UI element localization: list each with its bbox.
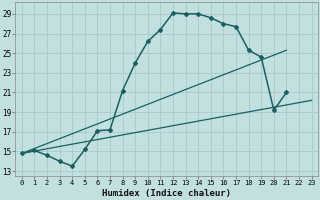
X-axis label: Humidex (Indice chaleur): Humidex (Indice chaleur) xyxy=(102,189,231,198)
